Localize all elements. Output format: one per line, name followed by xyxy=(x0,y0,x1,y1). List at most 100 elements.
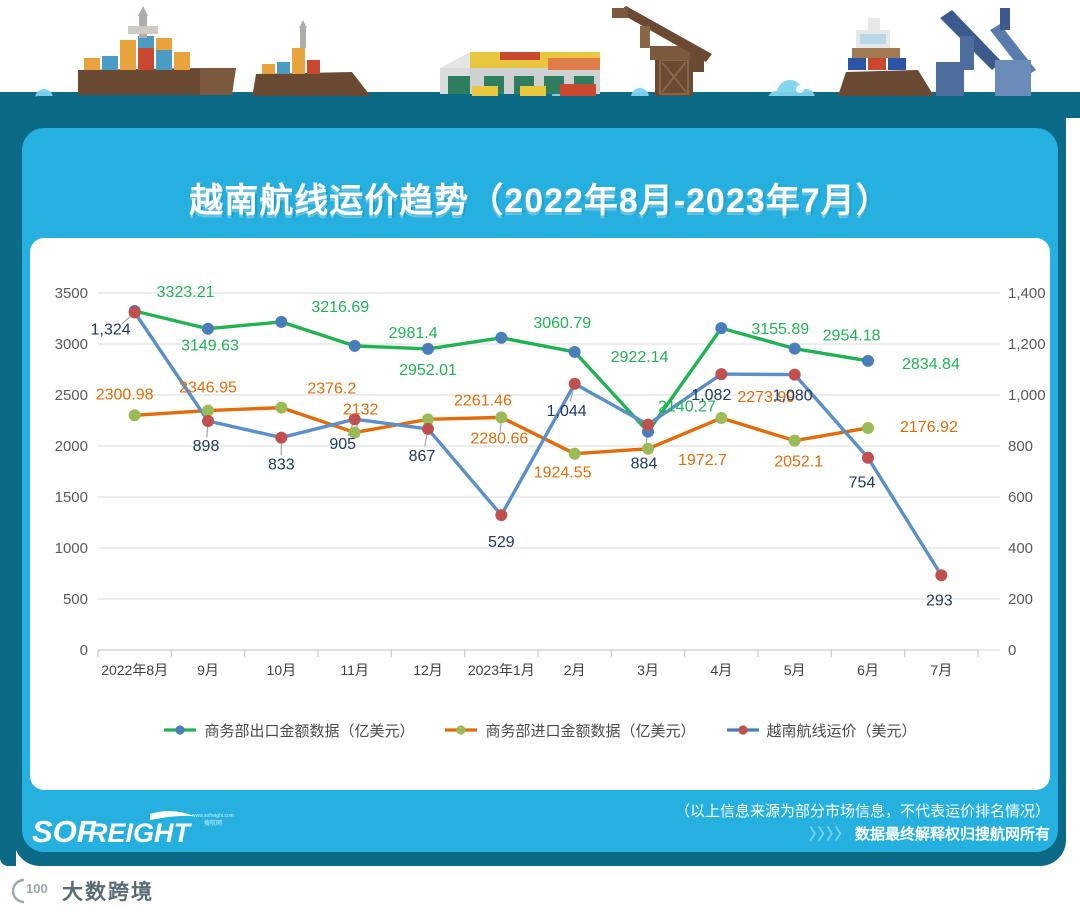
chart-legend: 商务部出口金额数据（亿美元） 商务部进口金额数据（亿美元） 越南航线运价（美元） xyxy=(30,712,1050,748)
x-axis-label: 9月 xyxy=(197,662,219,678)
data-label: 2300.98 xyxy=(96,386,154,403)
data-label: 1924.55 xyxy=(534,465,592,482)
data-label: 754 xyxy=(849,475,876,492)
data-point-marker[interactable] xyxy=(568,447,581,460)
left-edge-accent xyxy=(0,96,16,866)
data-point-marker[interactable] xyxy=(715,322,728,335)
data-label: 2376.2 xyxy=(307,381,356,398)
right-axis-tick: 0 xyxy=(1008,642,1016,659)
legend-swatch-icon xyxy=(445,725,478,735)
data-point-marker[interactable] xyxy=(422,413,434,426)
data-label: 2176.92 xyxy=(900,419,958,436)
warehouse-icon xyxy=(440,52,600,96)
right-axis-tick: 200 xyxy=(1008,591,1033,608)
data-point-marker[interactable] xyxy=(568,377,581,390)
footer-line-1: （以上信息来源为部分市场信息，不代表运价排名情况） xyxy=(674,803,1050,820)
data-label: 1,044 xyxy=(547,403,587,420)
left-axis-tick: 500 xyxy=(63,591,88,608)
data-point-marker[interactable] xyxy=(788,342,801,355)
dashu-badge-icon: 100 xyxy=(11,878,48,904)
legend-label: 商务部出口金额数据（亿美元） xyxy=(204,722,415,740)
data-label: 1,324 xyxy=(91,321,131,338)
data-label: 529 xyxy=(488,534,515,551)
x-axis-label: 3月 xyxy=(637,662,659,678)
data-point-marker[interactable] xyxy=(788,368,801,381)
chevron-right-icon: 〉〉〉〉 xyxy=(809,826,851,843)
right-axis-tick: 1,000 xyxy=(1008,387,1046,404)
data-point-marker[interactable] xyxy=(275,431,288,444)
svg-text:搜航网: 搜航网 xyxy=(204,819,222,827)
data-label: 3155.89 xyxy=(751,321,809,338)
data-point-marker[interactable] xyxy=(642,418,654,431)
data-label: 3323.21 xyxy=(157,284,215,301)
legend-item[interactable]: 商务部出口金额数据（亿美元） xyxy=(163,720,414,741)
data-label: 1972.7 xyxy=(678,452,727,469)
x-axis-label: 5月 xyxy=(784,662,806,678)
legend-swatch-icon xyxy=(726,725,759,735)
data-label: 2052.1 xyxy=(774,454,823,471)
data-point-marker[interactable] xyxy=(348,339,361,352)
legend-item[interactable]: 越南航线运价（美元） xyxy=(726,720,917,741)
data-point-marker[interactable] xyxy=(862,421,874,434)
data-label: 2132 xyxy=(343,402,379,419)
data-label: 2273.99 xyxy=(737,389,795,406)
data-point-marker[interactable] xyxy=(495,331,508,344)
data-point-marker[interactable] xyxy=(715,368,728,381)
data-label: 3149.63 xyxy=(181,338,239,355)
data-point-marker[interactable] xyxy=(202,322,214,335)
data-label: 833 xyxy=(268,457,295,474)
left-axis-tick: 3500 xyxy=(55,285,88,302)
data-point-marker[interactable] xyxy=(275,315,288,328)
watermark-strip xyxy=(0,866,1080,915)
data-point-marker[interactable] xyxy=(935,569,948,582)
data-point-marker[interactable] xyxy=(788,434,801,447)
data-label: 3216.69 xyxy=(311,299,369,316)
data-label: 2140.27 xyxy=(658,399,716,416)
data-point-marker[interactable] xyxy=(422,422,434,435)
data-label: 2834.84 xyxy=(902,356,960,373)
container-ship-large-icon xyxy=(78,6,236,95)
data-point-marker[interactable] xyxy=(862,354,874,367)
line-chart: 0 500 1000 1500 2000 2500 3000 3500 0 200 400 600 80… xyxy=(55,284,1046,678)
data-point-marker[interactable] xyxy=(348,413,361,426)
data-label: 293 xyxy=(926,592,953,609)
cargo-ship-icon xyxy=(838,18,934,96)
svg-text:SOF: SOF xyxy=(32,814,97,849)
data-label: 884 xyxy=(631,456,658,473)
left-axis-tick: 3000 xyxy=(55,336,88,353)
data-point-marker[interactable] xyxy=(495,509,508,522)
data-point-marker[interactable] xyxy=(495,411,508,424)
legend-label: 越南航线运价（美元） xyxy=(766,722,917,740)
page-title: 越南航线运价趋势（2022年8月-2023年7月） xyxy=(189,182,891,220)
x-axis-label: 2月 xyxy=(564,662,586,678)
container-ship-small-icon xyxy=(252,20,372,98)
sofreight-logo: SOF REIGHT www.sofreight.com 搜航网 xyxy=(32,806,242,854)
left-axis-tick: 0 xyxy=(80,642,88,659)
data-point-marker[interactable] xyxy=(128,306,141,319)
data-label: 905 xyxy=(329,436,356,453)
port-crane-icon xyxy=(500,6,712,96)
data-label: 2922.14 xyxy=(611,349,669,366)
data-point-marker[interactable] xyxy=(128,409,141,422)
data-point-marker[interactable] xyxy=(568,345,581,358)
x-axis-label: 4月 xyxy=(710,662,732,678)
data-label: 1,080 xyxy=(773,388,813,405)
watermark-text: 大数跨境 xyxy=(62,881,154,904)
data-point-marker[interactable] xyxy=(348,426,361,439)
left-axis-tick: 1000 xyxy=(55,540,88,557)
data-point-marker[interactable] xyxy=(642,442,654,455)
series-line xyxy=(132,310,944,577)
data-point-marker[interactable] xyxy=(715,412,728,425)
data-point-marker[interactable] xyxy=(862,451,874,464)
x-axis-label: 7月 xyxy=(930,662,952,678)
legend-label: 商务部进口金额数据（亿美元） xyxy=(485,722,696,740)
data-label: 2981.4 xyxy=(389,325,438,342)
data-point-marker[interactable] xyxy=(202,404,214,417)
legend-item[interactable]: 商务部进口金额数据（亿美元） xyxy=(444,720,696,741)
data-point-marker[interactable] xyxy=(422,342,434,355)
data-point-marker[interactable] xyxy=(275,401,288,414)
data-label: 1,082 xyxy=(691,387,731,404)
right-axis-tick: 800 xyxy=(1008,438,1033,455)
footer-line-2: 〉〉〉〉 数据最终解释权归搜航网所有 xyxy=(530,823,1050,846)
data-point-marker[interactable] xyxy=(202,415,214,428)
